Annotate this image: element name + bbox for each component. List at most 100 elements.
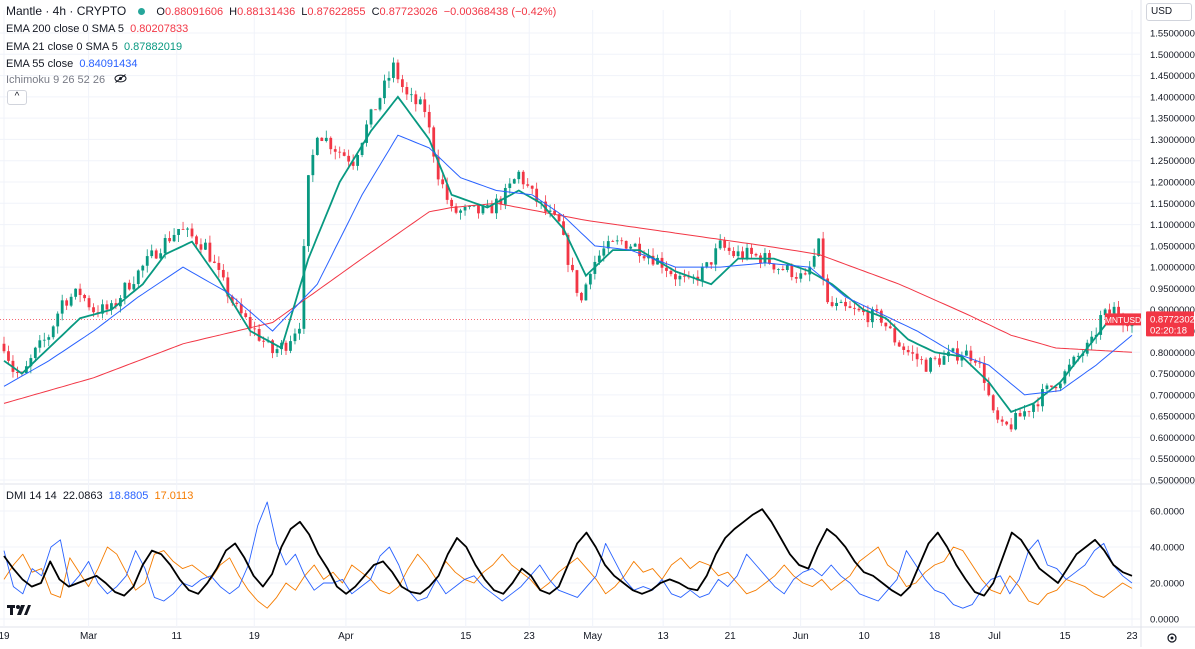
price-tick-label: 1.50000000 — [1150, 50, 1195, 61]
candle-body — [110, 303, 113, 310]
candle-body — [906, 349, 910, 353]
candle-body — [665, 267, 668, 271]
high-label: H — [229, 6, 238, 18]
time-tick-label: 19 — [0, 631, 10, 642]
candle-body — [226, 277, 230, 297]
collapse-legend-button[interactable]: ^ — [7, 90, 27, 105]
indicator-label: EMA 55 close — [6, 58, 74, 70]
time-tick-label: May — [583, 631, 602, 642]
indicator-value: 0.87882019 — [123, 41, 183, 53]
candle-body — [181, 228, 185, 230]
candle-body — [1103, 309, 1107, 316]
candle-body — [606, 241, 610, 249]
candle-body — [374, 109, 377, 111]
candle-body — [776, 268, 780, 270]
price-tick-label: 0.50000000 — [1150, 476, 1195, 487]
candle-body — [423, 99, 427, 112]
time-tick-label: 15 — [460, 631, 472, 642]
candle-body — [392, 62, 395, 78]
candle-body — [311, 154, 315, 176]
tradingview-logo[interactable] — [7, 603, 31, 622]
candle-body — [902, 346, 906, 350]
candle-body — [383, 80, 386, 99]
candle-body — [530, 185, 534, 189]
candle-body — [705, 262, 709, 267]
indicator-label: Ichimoku 9 26 52 26 — [6, 74, 106, 86]
candle-body — [293, 333, 297, 342]
candle-body — [741, 251, 744, 259]
price-tick-label: 1.40000000 — [1150, 92, 1195, 103]
market-status-dot — [138, 8, 146, 16]
candle-body — [597, 255, 601, 262]
candle-body — [369, 109, 373, 125]
candle-body — [987, 382, 991, 396]
dmi-legend[interactable]: DMI 14 14 22.0863 18.8805 17.0113 — [6, 490, 196, 502]
candle-body — [911, 352, 915, 354]
candle-body — [1076, 355, 1080, 357]
candle-body — [669, 270, 673, 275]
price-tag-countdown: 02:20:18 — [1150, 325, 1187, 336]
candle-body — [718, 240, 722, 249]
currency-button[interactable]: USD — [1146, 3, 1192, 21]
candle-body — [973, 360, 977, 363]
candle-body — [83, 295, 86, 299]
candle-body — [235, 302, 239, 304]
candle-body — [1036, 404, 1040, 407]
indicator-label: EMA 21 close 0 SMA 5 — [6, 41, 118, 53]
indicator-ema200[interactable]: EMA 200 close 0 SMA 5 0.80207833 — [6, 23, 191, 35]
time-tick-label: 10 — [859, 631, 871, 642]
candle-body — [463, 207, 467, 211]
candle-body — [611, 241, 615, 242]
candle-body — [396, 62, 400, 80]
candle-body — [839, 301, 843, 303]
symbol-title[interactable]: Mantle · 4h · CRYPTO — [6, 4, 127, 18]
candle-body — [324, 137, 328, 142]
candle-body — [682, 275, 686, 277]
candle-body — [629, 246, 633, 249]
candle-body — [1058, 383, 1062, 389]
candle-body — [168, 238, 172, 242]
candle-body — [248, 317, 252, 329]
candle-body — [244, 313, 248, 318]
candles — [2, 57, 1134, 432]
candle-body — [1041, 389, 1044, 407]
dmi-label: DMI 14 14 — [6, 490, 57, 502]
candle-body — [875, 309, 879, 311]
candle-body — [620, 240, 624, 242]
candle-body — [186, 228, 189, 230]
price-tag-value: 0.87723026 — [1150, 314, 1195, 325]
candle-body — [785, 264, 789, 270]
candle-body — [414, 94, 418, 105]
candle-body — [320, 137, 324, 142]
candle-body — [253, 328, 257, 330]
price-tag-symbol: MNTUSD — [1105, 315, 1141, 325]
indicator-value: 0.80207833 — [130, 23, 189, 35]
candle-body — [468, 206, 471, 208]
candle-body — [432, 127, 436, 157]
candle-body — [1023, 411, 1026, 417]
candle-body — [844, 301, 847, 307]
candle-body — [1005, 421, 1009, 425]
candle-body — [888, 326, 892, 329]
indicator-ichimoku[interactable]: Ichimoku 9 26 52 26 — [6, 74, 130, 86]
indicator-ema21[interactable]: EMA 21 close 0 SMA 5 0.87882019 — [6, 41, 185, 53]
price-tick-label: 1.15000000 — [1150, 199, 1195, 210]
candle-body — [956, 348, 959, 361]
candle-body — [450, 199, 454, 207]
candle-body — [978, 362, 982, 364]
candle-body — [2, 343, 6, 352]
candle-body — [862, 310, 865, 313]
eye-hidden-icon[interactable] — [114, 74, 127, 86]
settings-icon[interactable] — [1166, 631, 1178, 649]
candle-body — [1067, 364, 1071, 372]
indicator-ema55[interactable]: EMA 55 close 0.84091434 — [6, 58, 140, 70]
candle-body — [163, 238, 167, 254]
candle-body — [342, 152, 346, 156]
candle-body — [803, 273, 807, 275]
